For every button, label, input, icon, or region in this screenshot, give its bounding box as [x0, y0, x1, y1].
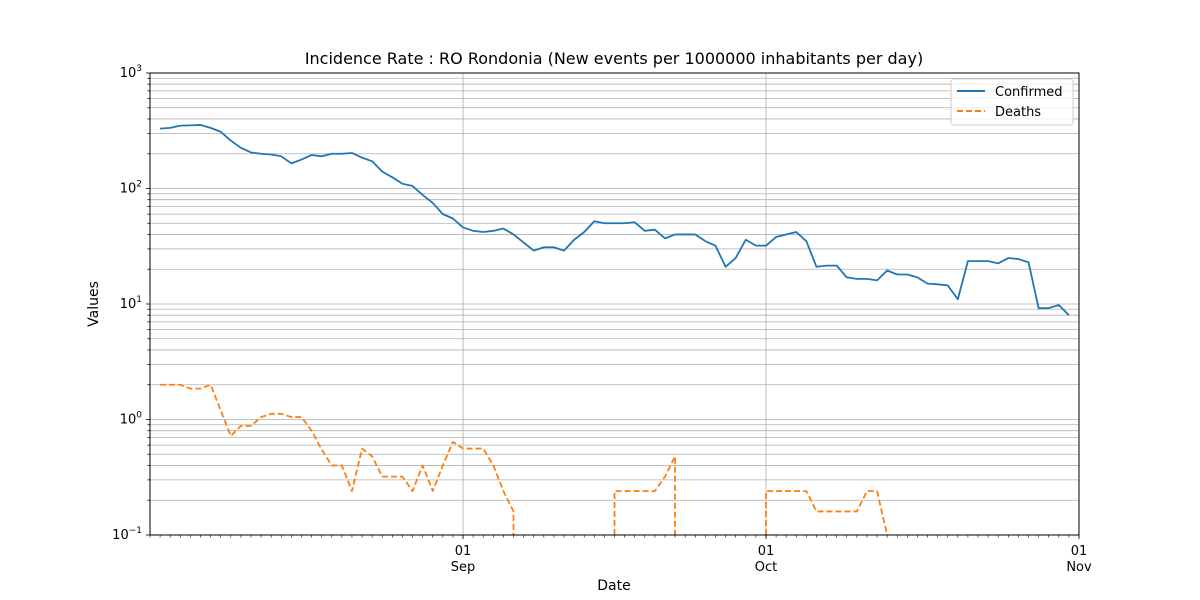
x-tick-label-day: 01	[758, 544, 775, 559]
series-lines	[160, 124, 1070, 536]
series-line-confirmed	[160, 124, 1070, 316]
chart-title: Incidence Rate : RO Rondonia (New events…	[305, 49, 923, 68]
series-line-deaths	[613, 455, 676, 535]
x-tick-label-month: Sep	[451, 560, 476, 575]
y-tick-label: 101	[120, 295, 142, 312]
x-axis-label: Date	[597, 578, 630, 594]
series-line-deaths	[160, 383, 515, 535]
x-tick-label-day: 01	[1071, 544, 1088, 559]
legend-label-deaths: Deaths	[995, 105, 1041, 120]
y-tick-label: 10−1	[112, 526, 142, 543]
x-tick-label-month: Nov	[1066, 560, 1092, 575]
legend-label-confirmed: Confirmed	[995, 85, 1063, 100]
y-axis-label: Values	[86, 281, 102, 327]
y-tick-label: 100	[120, 411, 143, 428]
x-tick-label-day: 01	[455, 544, 472, 559]
grid-lines	[150, 73, 1080, 536]
x-tick-label-month: Oct	[755, 560, 777, 575]
y-tick-label: 103	[120, 64, 142, 81]
series-line-deaths	[765, 490, 889, 536]
legend: Confirmed Deaths	[950, 78, 1074, 126]
y-tick-label: 102	[120, 180, 142, 197]
